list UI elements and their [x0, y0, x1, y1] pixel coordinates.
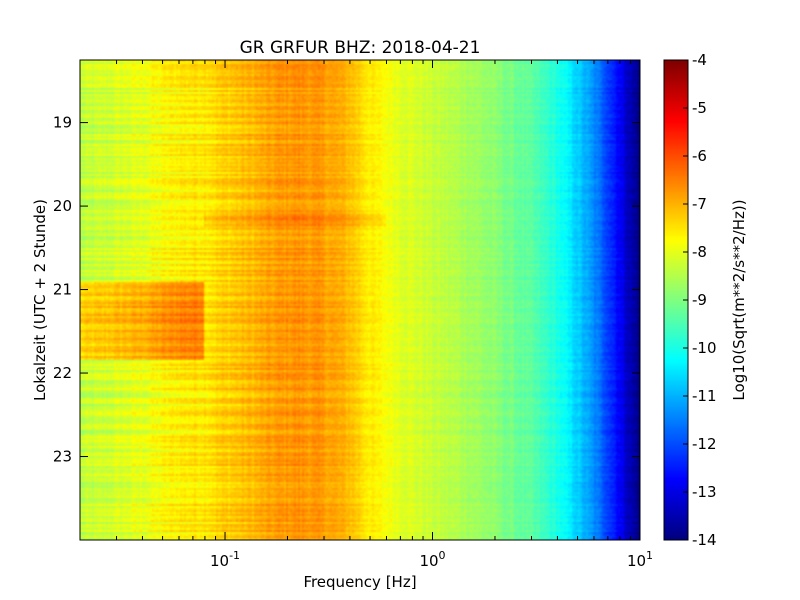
- colorbar-tick-label: -14: [692, 531, 717, 549]
- colorbar-tick-label: -7: [692, 195, 707, 213]
- chart-title: GR GRFUR BHZ: 2018-04-21: [240, 38, 481, 58]
- colorbar-tick-label: -5: [692, 99, 707, 117]
- colorbar-tick-label: -9: [692, 291, 707, 309]
- colorbar-tick-label: -13: [692, 483, 717, 501]
- y-tick-label: 19: [53, 114, 72, 132]
- heatmap-image: [80, 60, 640, 540]
- colorbar: -4 -5 -6 -7 -8 -9 -10 -11 -12 -13 -14: [663, 51, 717, 549]
- colorbar-tick-label: -10: [692, 339, 717, 357]
- x-axis: 10-1 100 101: [79, 60, 653, 570]
- plot-frame: [79, 59, 641, 541]
- colorbar-tick-label: -6: [692, 147, 707, 165]
- colorbar-tick-label: -8: [692, 243, 707, 261]
- x-axis-label: Frequency [Hz]: [303, 573, 416, 591]
- colorbar-tick-label: -12: [692, 435, 717, 453]
- y-tick-label: 21: [53, 281, 72, 299]
- y-tick-label: 23: [53, 448, 72, 466]
- heatmap-plot: [79, 59, 641, 541]
- x-tick-label: 100: [419, 549, 445, 570]
- x-tick-label: 101: [627, 549, 653, 570]
- y-tick-label: 20: [53, 197, 72, 215]
- colorbar-tick-label: -11: [692, 387, 717, 405]
- colorbar-label: Log10(Sqrt(m**2/s**2/Hz)): [730, 199, 748, 400]
- y-axis: 19 20 21 22 23: [53, 114, 640, 466]
- colorbar-ticks: -4 -5 -6 -7 -8 -9 -10 -11 -12 -13 -14: [683, 51, 717, 549]
- colorbar-tick-label: -4: [692, 51, 707, 69]
- y-tick-label: 22: [53, 364, 72, 382]
- x-tick-label: 10-1: [210, 549, 240, 570]
- y-axis-label: Lokalzeit (UTC + 2 Stunde): [31, 199, 49, 401]
